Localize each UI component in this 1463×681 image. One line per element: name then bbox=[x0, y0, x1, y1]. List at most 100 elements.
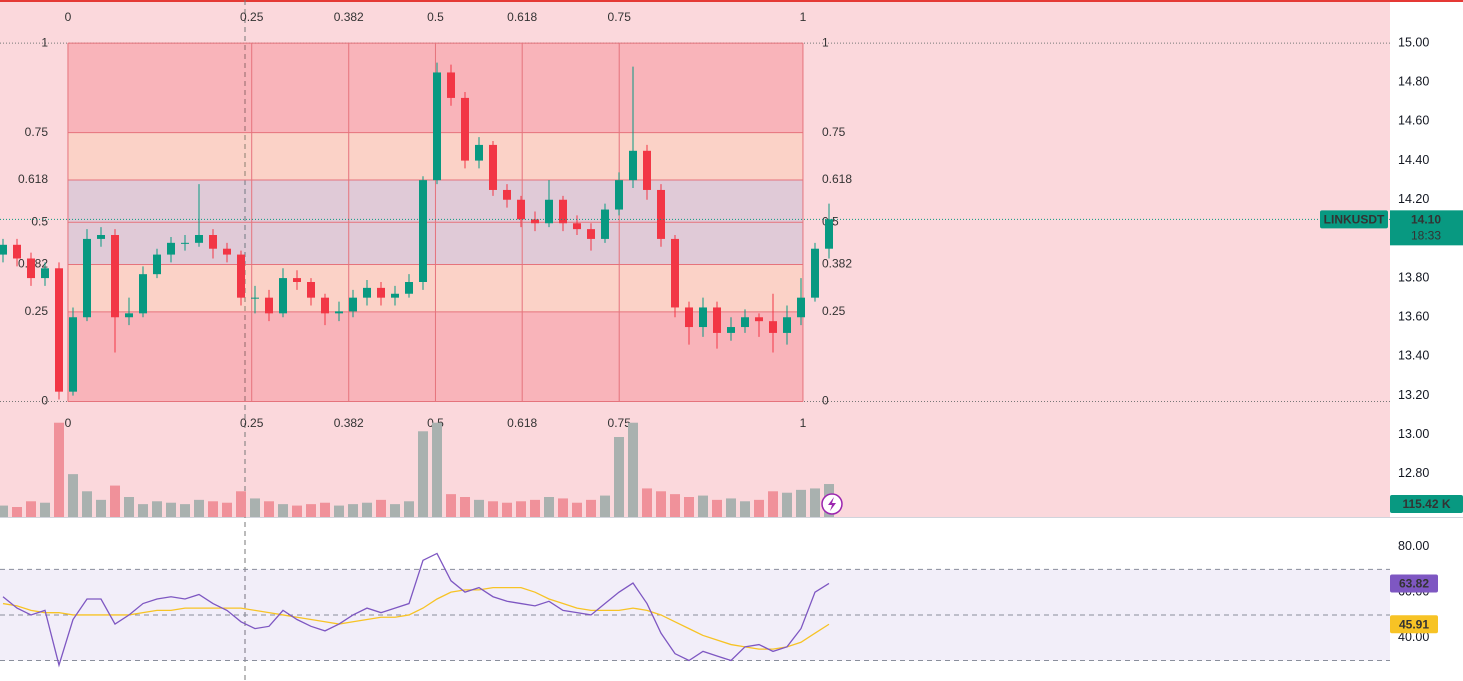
candle-body bbox=[69, 317, 77, 392]
price-pane bbox=[0, 0, 1390, 517]
volume-bar bbox=[754, 499, 764, 517]
volume-bar bbox=[194, 499, 204, 517]
y-tick-label: 15.00 bbox=[1398, 35, 1429, 49]
volume-bar bbox=[82, 491, 92, 517]
volume-bar bbox=[278, 504, 288, 517]
candle-body bbox=[293, 278, 301, 282]
fib-time-label-bottom: 1 bbox=[800, 416, 807, 430]
candle-body bbox=[461, 97, 469, 161]
rsi-tick-label: 40.00 bbox=[1398, 630, 1429, 644]
fib-time-label-top: 0 bbox=[65, 10, 72, 24]
candle-body bbox=[713, 307, 721, 333]
fib-price-label-left: 0.75 bbox=[25, 125, 49, 139]
candle-body bbox=[27, 258, 35, 279]
y-tick-label: 13.20 bbox=[1398, 388, 1429, 402]
candle-body bbox=[447, 72, 455, 98]
candle-body bbox=[335, 311, 343, 314]
volume-bar bbox=[572, 502, 582, 517]
volume-bar bbox=[362, 502, 372, 517]
candle-body bbox=[13, 244, 21, 259]
volume-bar bbox=[180, 504, 190, 517]
volume-bar bbox=[768, 491, 778, 517]
rsi-ma-tag-box bbox=[1390, 615, 1438, 634]
volume-bar bbox=[740, 501, 750, 517]
volume-bar bbox=[446, 494, 456, 517]
y-tick-label: 13.40 bbox=[1398, 349, 1429, 363]
candle-body bbox=[153, 254, 161, 275]
candle-body bbox=[41, 268, 49, 279]
y-tick-label: 12.80 bbox=[1398, 466, 1429, 480]
fib-time-label-top: 0.382 bbox=[334, 10, 364, 24]
volume-bar bbox=[222, 502, 232, 517]
y-tick-label: 13.80 bbox=[1398, 270, 1429, 284]
fib-time-label-bottom: 0.25 bbox=[240, 416, 264, 430]
volume-bar bbox=[558, 498, 568, 517]
volume-bar bbox=[502, 502, 512, 517]
volume-bar bbox=[54, 422, 64, 517]
candle-body bbox=[55, 268, 63, 392]
volume-bar bbox=[348, 504, 358, 517]
rsi-tag-box bbox=[1390, 574, 1438, 593]
fib-price-label-left: 1 bbox=[41, 35, 48, 49]
candle-body bbox=[503, 189, 511, 200]
volume-bar bbox=[152, 501, 162, 517]
candle-body bbox=[377, 287, 385, 298]
candle-body bbox=[643, 150, 651, 190]
volume-bar bbox=[516, 501, 526, 517]
volume-bar bbox=[474, 499, 484, 517]
volume-bar bbox=[264, 501, 274, 517]
volume-bar bbox=[138, 504, 148, 517]
volume-bar bbox=[530, 499, 540, 517]
volume-tag-box bbox=[1390, 495, 1463, 513]
fib-time-label-top: 1 bbox=[800, 10, 807, 24]
countdown: 18:33 bbox=[1411, 229, 1441, 243]
candle-body bbox=[419, 180, 427, 282]
price-tag-box bbox=[1390, 210, 1463, 246]
volume-bar bbox=[698, 495, 708, 517]
volume-bar bbox=[796, 489, 806, 517]
rsi-tick-label: 80.00 bbox=[1398, 539, 1429, 553]
rsi-tag: 63.82 bbox=[1399, 577, 1429, 591]
candle-body bbox=[321, 297, 329, 314]
candle-body bbox=[531, 219, 539, 224]
fib-price-label-left: 0.618 bbox=[18, 172, 48, 186]
fib-time-label-top: 0.75 bbox=[608, 10, 632, 24]
fib-time-label-top: 0.5 bbox=[427, 10, 444, 24]
candle-body bbox=[489, 144, 497, 190]
candle-body bbox=[391, 293, 399, 298]
fib-time-label-bottom: 0.75 bbox=[608, 416, 632, 430]
candle-body bbox=[825, 219, 833, 249]
candle-body bbox=[433, 72, 441, 181]
volume-bar bbox=[12, 507, 22, 517]
rsi-line bbox=[2, 552, 830, 668]
fib-price-label-right: 0.618 bbox=[822, 172, 852, 186]
volume-bar bbox=[726, 498, 736, 517]
fib-price-label-right: 0.25 bbox=[822, 304, 846, 318]
candle-body bbox=[671, 238, 679, 308]
volume-bar bbox=[250, 498, 260, 517]
volume-bar bbox=[488, 501, 498, 517]
volume-bar bbox=[166, 502, 176, 517]
layer: 00000.250.250.250.250.3820.3820.3820.382… bbox=[0, 10, 1463, 668]
rsi-ma-line bbox=[2, 586, 830, 650]
volume-bar bbox=[432, 422, 442, 517]
candle-body bbox=[587, 229, 595, 239]
volume-bar bbox=[404, 501, 414, 517]
volume-bar bbox=[110, 485, 120, 517]
volume-bar bbox=[208, 501, 218, 517]
y-tick-label: 13.00 bbox=[1398, 427, 1429, 441]
candle-body bbox=[125, 313, 133, 318]
volume-bar bbox=[40, 502, 50, 517]
candle-body bbox=[265, 297, 273, 314]
volume-bar bbox=[712, 499, 722, 517]
volume-bar bbox=[460, 497, 470, 517]
volume-bar bbox=[544, 497, 554, 517]
candle-body bbox=[363, 287, 371, 298]
candle-body bbox=[237, 254, 245, 298]
candle-body bbox=[517, 199, 525, 220]
volume-bar bbox=[670, 494, 680, 517]
candle-body bbox=[209, 235, 217, 249]
volume-bar bbox=[390, 504, 400, 517]
volume-bar bbox=[810, 488, 820, 517]
